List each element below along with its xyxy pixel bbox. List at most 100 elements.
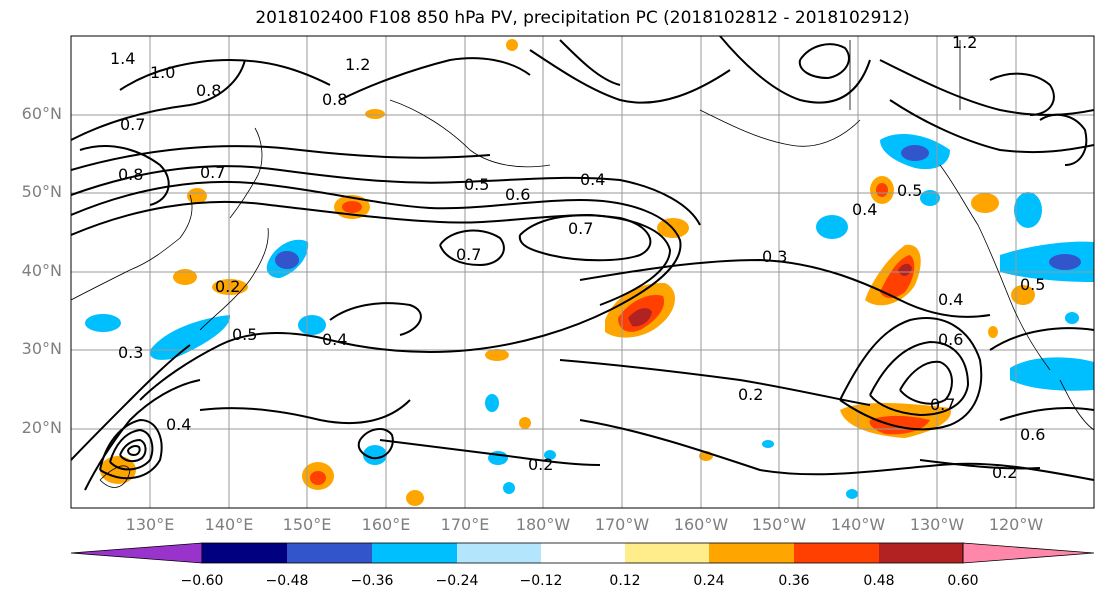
lon-label: 150°E [282, 515, 332, 534]
contour-label: 0.6 [938, 330, 963, 349]
contour-label: 0.4 [580, 170, 605, 189]
lon-label: 180°W [515, 515, 571, 534]
colorbar-tick-label: 0.24 [693, 573, 725, 589]
contour-label: 0.5 [232, 325, 257, 344]
precip-positive-spot [173, 269, 197, 285]
precip-negative-spot [544, 450, 556, 460]
contour-label: 0.8 [196, 81, 221, 100]
lat-label: 30°N [21, 339, 62, 358]
pv-contours [71, 36, 1094, 491]
contour-label: 1.4 [110, 49, 135, 68]
precip-positive-spot [1011, 285, 1035, 305]
precip-positive-spot [485, 349, 509, 361]
contour-label: 0.8 [118, 165, 143, 184]
contour-label: 0.6 [1020, 425, 1045, 444]
precip-positive-spot [988, 326, 998, 338]
lat-label: 40°N [21, 261, 62, 280]
contour-label: 0.4 [852, 200, 877, 219]
contour-label: 0.5 [464, 175, 489, 194]
precip-negative-spot [503, 482, 515, 494]
contour-label: 0.4 [166, 415, 191, 434]
precip-negative-area [149, 315, 231, 360]
precip-positive-spot [506, 39, 518, 51]
precip-max-core [898, 263, 912, 276]
precip-max-core [628, 308, 652, 327]
contour-label: 0.2 [738, 385, 763, 404]
precip-positive-spot [187, 188, 207, 204]
colorbar-segment [709, 543, 794, 563]
contour-label: 0.7 [200, 163, 225, 182]
precip-negative-spot [1065, 312, 1079, 324]
lon-label: 140°W [830, 515, 886, 534]
colorbar-segment [625, 543, 709, 563]
colorbar-frame [201, 542, 964, 564]
colorbar-segment [541, 543, 625, 563]
contour-label: 0.7 [930, 395, 955, 414]
contour-label: 0.4 [938, 290, 963, 309]
contour-label: 0.7 [456, 245, 481, 264]
colorbar-segment [457, 543, 541, 563]
precip-negative-spot [816, 215, 848, 239]
precip-negative-spot [298, 315, 326, 335]
contour-label: 0.7 [568, 219, 593, 238]
precip-positive-spot [406, 490, 424, 506]
colorbar-tick-label: −0.36 [350, 573, 394, 589]
colorbar-tick-label: −0.60 [180, 573, 224, 589]
colorbar-extend-left [70, 542, 203, 564]
colorbar-segment [879, 543, 963, 563]
contour-label: 0.2 [992, 463, 1017, 482]
gridlines [71, 36, 1094, 508]
contour-label: 0.2 [528, 455, 553, 474]
lon-label: 160°E [361, 515, 411, 534]
contour-label: 0.3 [762, 247, 787, 266]
precip-negative-core [901, 145, 929, 161]
contour-label: 0.2 [215, 277, 240, 296]
precip-positive-spot [212, 279, 248, 295]
precip-positive-spot [365, 109, 385, 119]
colorbar-tick-label: 0.36 [778, 573, 810, 589]
colorbar-segment [372, 543, 457, 563]
colorbar-segment [794, 543, 879, 563]
contour-label: 0.4 [322, 330, 347, 349]
precip-positive-spot [519, 417, 531, 429]
precip-positive-spot [310, 471, 326, 485]
precip-negative-core [275, 251, 299, 269]
lon-label: 130°W [909, 515, 965, 534]
precip-negative-spot [762, 440, 774, 448]
contour-label: 0.3 [118, 343, 143, 362]
colorbar-tick-label: −0.12 [519, 573, 563, 589]
contour-label: 0.5 [897, 181, 922, 200]
precip-negative-spot [485, 394, 499, 412]
map-title: 2018102400 F108 850 hPa PV, precipitatio… [255, 8, 910, 28]
precip-positive-spot [100, 456, 136, 484]
contour-label: 0.8 [322, 90, 347, 109]
colorbar-tick-label: 0.12 [609, 573, 641, 589]
colorbar-tick-label: 0.48 [863, 573, 895, 589]
precip-negative-spot [920, 190, 940, 206]
precip-negative-core [1049, 254, 1081, 270]
lon-label: 170°W [594, 515, 650, 534]
colorbar-segment [287, 543, 372, 563]
lat-label: 60°N [21, 104, 62, 123]
colorbar-segment [202, 543, 287, 563]
precip-positive-spot [876, 183, 888, 197]
precip-negative-spot [1014, 192, 1042, 228]
colorbar [70, 542, 1095, 564]
map-frame [70, 35, 1095, 509]
precip-negative-spot [85, 314, 121, 332]
colorbar-tick-label: 0.60 [947, 573, 979, 589]
contour-label: 0.7 [120, 115, 145, 134]
lat-label: 50°N [21, 182, 62, 201]
lat-label: 20°N [21, 418, 62, 437]
lon-label: 170°E [440, 515, 490, 534]
precip-positive-spot [342, 201, 362, 213]
contour-label: 0.5 [1020, 275, 1045, 294]
precip-negative-spot [846, 489, 858, 499]
contour-labels: 1.4 1.0 0.8 1.2 0.8 0.7 0.8 0.7 0.5 0.6 … [110, 33, 1045, 482]
precip-positive-spot [971, 193, 999, 213]
contour-label: 1.2 [952, 33, 977, 52]
contour-label: 1.0 [150, 63, 175, 82]
lon-label: 140°E [204, 515, 254, 534]
lon-label: 120°W [988, 515, 1044, 534]
